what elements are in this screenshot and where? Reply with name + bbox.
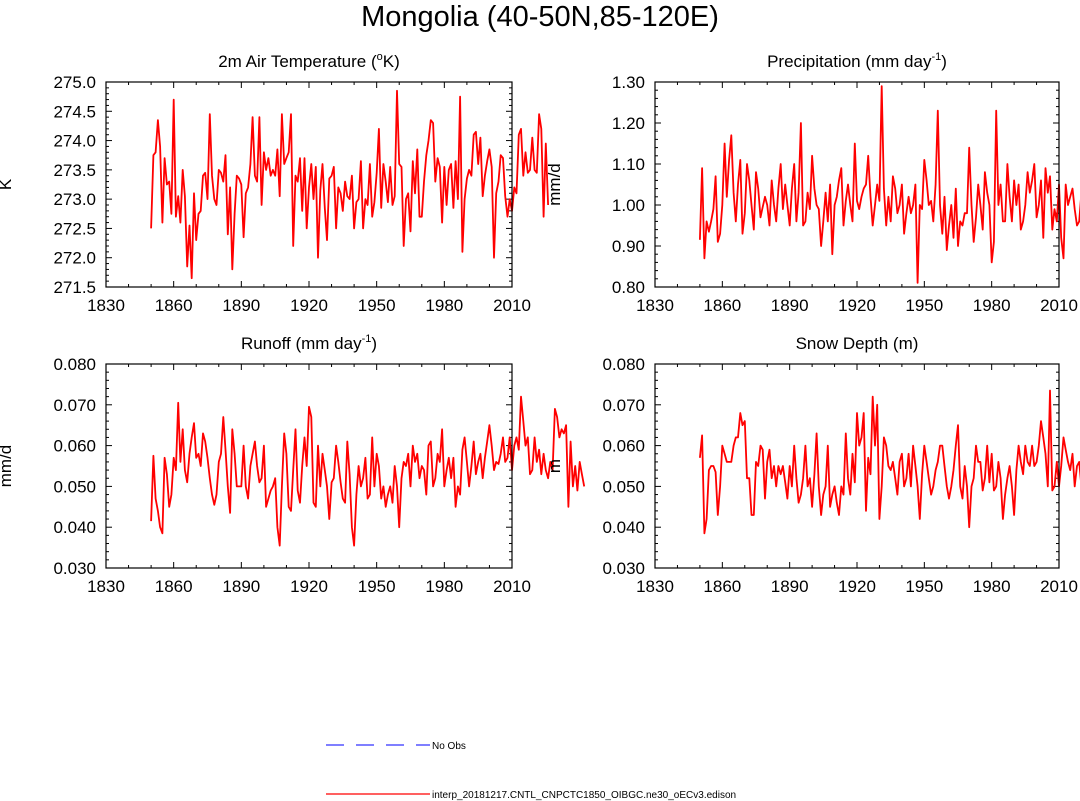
y-tick-label-temperature: 271.5 bbox=[53, 278, 96, 297]
x-tick-label-precipitation: 2010 bbox=[1040, 296, 1078, 315]
y-tick-label-temperature: 272.0 bbox=[53, 249, 96, 268]
y-tick-label-precipitation: 1.00 bbox=[612, 196, 645, 215]
x-tick-label-runoff: 1950 bbox=[358, 577, 396, 596]
x-tick-label-snow-depth: 1950 bbox=[905, 577, 943, 596]
x-tick-label-snow-depth: 1890 bbox=[771, 577, 809, 596]
x-tick-label-precipitation: 1860 bbox=[703, 296, 741, 315]
x-tick-label-precipitation: 1950 bbox=[905, 296, 943, 315]
legend-label-no-obs: No Obs bbox=[432, 741, 466, 752]
plot-frame-temperature bbox=[105, 81, 513, 288]
panel-snow-depth: Snow Depth (m) m 0.030 0.040 0.050 0.060 0.070… bbox=[545, 334, 1080, 596]
series-line-temperature bbox=[150, 89, 549, 280]
y-tick-label-temperature: 274.5 bbox=[53, 102, 96, 121]
x-tick-label-precipitation: 1890 bbox=[771, 296, 809, 315]
x-tick-label-runoff: 1830 bbox=[87, 577, 125, 596]
y-tick-label-snow-depth: 0.040 bbox=[602, 518, 645, 537]
y-tick-label-precipitation: 0.90 bbox=[612, 237, 645, 256]
x-tick-label-temperature: 2010 bbox=[493, 296, 531, 315]
x-tick-label-precipitation: 1830 bbox=[636, 296, 674, 315]
y-axis-label-precipitation: mm/d bbox=[545, 163, 564, 206]
panel-temperature: 2m Air Temperature (oK) K 271.5 272.0 272.5 2… bbox=[0, 51, 549, 315]
y-tick-label-precipitation: 0.80 bbox=[612, 278, 645, 297]
x-tick-label-snow-depth: 1830 bbox=[636, 577, 674, 596]
y-tick-label-temperature: 274.0 bbox=[53, 132, 96, 151]
panel-title-temperature: 2m Air Temperature (oK) bbox=[218, 51, 400, 71]
x-tick-label-temperature: 1920 bbox=[290, 296, 328, 315]
y-tick-label-temperature: 273.0 bbox=[53, 190, 96, 209]
y-tick-label-snow-depth: 0.030 bbox=[602, 559, 645, 578]
x-tick-label-snow-depth: 1920 bbox=[838, 577, 876, 596]
y-tick-label-snow-depth: 0.070 bbox=[602, 396, 645, 415]
y-tick-label-precipitation: 1.20 bbox=[612, 114, 645, 133]
x-tick-label-snow-depth: 1860 bbox=[703, 577, 741, 596]
figure-title: Mongolia (40-50N,85-120E) bbox=[361, 1, 719, 33]
y-tick-label-temperature: 273.5 bbox=[53, 161, 96, 180]
legend-label-model: interp_20181217.CNTL_CNPCTC1850_OIBGC.ne… bbox=[432, 790, 736, 801]
y-tick-label-snow-depth: 0.080 bbox=[602, 355, 645, 374]
plot-frame-precipitation bbox=[654, 81, 1060, 288]
x-tick-label-runoff: 1860 bbox=[155, 577, 193, 596]
y-tick-label-runoff: 0.060 bbox=[53, 437, 96, 456]
series-line-runoff bbox=[150, 395, 586, 547]
plot-frame-snow-depth bbox=[654, 363, 1060, 569]
x-tick-label-temperature: 1890 bbox=[222, 296, 260, 315]
series-line-snow-depth bbox=[699, 389, 1080, 535]
x-tick-label-temperature: 1830 bbox=[87, 296, 125, 315]
y-tick-label-runoff: 0.080 bbox=[53, 355, 96, 374]
x-tick-label-snow-depth: 2010 bbox=[1040, 577, 1078, 596]
x-tick-label-runoff: 2010 bbox=[493, 577, 531, 596]
y-tick-label-runoff: 0.070 bbox=[53, 396, 96, 415]
panel-title-snow-depth: Snow Depth (m) bbox=[796, 334, 919, 353]
x-tick-label-temperature: 1950 bbox=[358, 296, 396, 315]
y-tick-label-snow-depth: 0.060 bbox=[602, 437, 645, 456]
x-tick-label-snow-depth: 1980 bbox=[973, 577, 1011, 596]
x-tick-label-precipitation: 1980 bbox=[973, 296, 1011, 315]
panel-title-precipitation: Precipitation (mm day-1) bbox=[767, 51, 947, 71]
legend: No Obs interp_20181217.CNTL_CNPCTC1850_O… bbox=[326, 741, 736, 801]
y-axis-label-temperature: K bbox=[0, 178, 15, 190]
y-tick-label-precipitation: 1.10 bbox=[612, 155, 645, 174]
chart-panels: 2m Air Temperature (oK) K 271.5 272.0 272.5 2… bbox=[0, 51, 1080, 596]
y-tick-label-runoff: 0.050 bbox=[53, 477, 96, 496]
x-tick-label-temperature: 1980 bbox=[425, 296, 463, 315]
x-tick-label-precipitation: 1920 bbox=[838, 296, 876, 315]
panel-runoff: Runoff (mm day-1) mm/d 0.030 0.040 0.050 0.06… bbox=[0, 333, 586, 596]
x-tick-label-temperature: 1860 bbox=[155, 296, 193, 315]
y-tick-label-snow-depth: 0.050 bbox=[602, 477, 645, 496]
y-tick-label-temperature: 272.5 bbox=[53, 219, 96, 238]
x-tick-label-runoff: 1980 bbox=[425, 577, 463, 596]
y-tick-label-runoff: 0.030 bbox=[53, 559, 96, 578]
series-line-precipitation bbox=[699, 85, 1080, 284]
y-tick-label-precipitation: 1.30 bbox=[612, 73, 645, 92]
x-tick-label-runoff: 1920 bbox=[290, 577, 328, 596]
y-tick-label-runoff: 0.040 bbox=[53, 518, 96, 537]
panel-precipitation: Precipitation (mm day-1) mm/d 0.80 0.90 1.00… bbox=[545, 51, 1080, 315]
y-axis-label-runoff: mm/d bbox=[0, 445, 15, 488]
panel-title-runoff: Runoff (mm day-1) bbox=[241, 333, 377, 353]
y-tick-label-temperature: 275.0 bbox=[53, 73, 96, 92]
y-axis-label-snow-depth: m bbox=[545, 459, 564, 473]
x-tick-label-runoff: 1890 bbox=[222, 577, 260, 596]
plot-frame-runoff bbox=[105, 363, 513, 569]
